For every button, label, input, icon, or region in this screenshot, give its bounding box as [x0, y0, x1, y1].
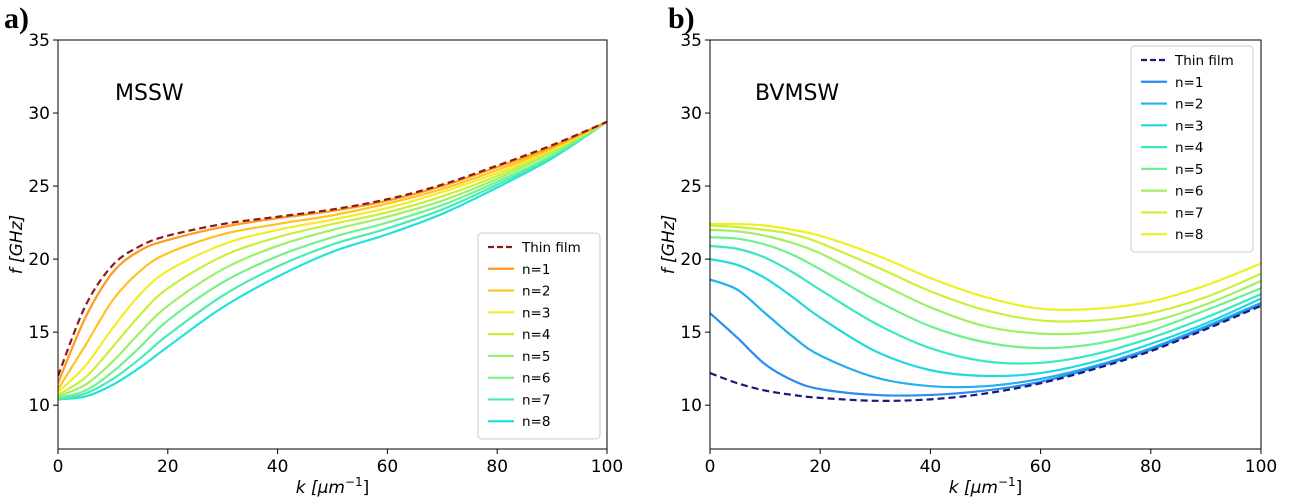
x-axis-label: k [μm−1] [949, 475, 1023, 498]
legend-entry-label: n=5 [522, 349, 550, 365]
series-line-n7 [710, 224, 1261, 323]
legend-box [477, 232, 601, 440]
series-line-n1 [710, 303, 1261, 397]
legend-entry-label: n=1 [522, 262, 550, 278]
series-line-n3 [710, 258, 1261, 378]
series-line-n6 [710, 228, 1261, 336]
panel-label: b) [668, 2, 695, 35]
series-line-n5 [58, 120, 607, 398]
series-line-n5 [710, 236, 1261, 350]
y-tick-label: 10 [28, 396, 50, 416]
series-line-n2 [710, 278, 1261, 389]
legend-entry-label: n=6 [1175, 184, 1203, 200]
x-axis-unit: [μm [311, 478, 345, 498]
legend-entry-label: n=1 [1175, 75, 1203, 91]
series-line-n1 [58, 120, 607, 384]
y-tick-label: 20 [680, 250, 702, 270]
legend-entry-label: n=6 [522, 371, 550, 387]
x-axis-label: k [μm−1] [296, 475, 370, 498]
x-axis-exponent: −1 [345, 475, 363, 489]
y-tick-label: 25 [28, 177, 50, 197]
x-axis-bracket: ] [363, 478, 370, 498]
legend: Thin film n=1 n=2 n=3 n=4 n=5 n=6 n=7 n=8 [1130, 45, 1254, 253]
mode-annotation: MSSW [115, 81, 184, 106]
legend-entry-label: n=4 [1175, 140, 1203, 156]
series-line-n8 [58, 120, 607, 401]
y-axis-label: f [GHz] [659, 215, 679, 275]
legend-entry-label: n=4 [522, 327, 550, 343]
chart-panel-1: a) 0 20 40 60 80 100 10 15 20 25 30 35 k [μm−1] f [GHz… [4, 2, 623, 498]
legend-entry-label: n=8 [522, 414, 550, 430]
series-group [710, 222, 1261, 402]
y-axis-unit: [GHz] [659, 215, 679, 263]
x-tick-label: 20 [157, 457, 179, 477]
y-tick-label: 35 [680, 31, 702, 51]
legend: Thin film n=1 n=2 n=3 n=4 n=5 n=6 n=7 n=8 [477, 232, 601, 440]
chart-panel-2: b) 0 20 40 60 80 100 10 15 20 25 30 35 k [μm−1] f [GHz… [659, 2, 1277, 498]
x-tick-label: 80 [1140, 457, 1162, 477]
y-axis-unit: [GHz] [7, 215, 27, 263]
legend-entry-label: n=7 [522, 392, 550, 408]
axes-frame [57, 39, 608, 450]
series-line-thin-film [58, 120, 607, 377]
series-line-n2 [58, 120, 607, 390]
x-tick-label: 100 [1245, 457, 1277, 477]
x-tick-label: 60 [377, 457, 399, 477]
x-tick-label: 0 [705, 457, 716, 477]
legend-box [1130, 45, 1254, 253]
y-tick-label: 20 [28, 250, 50, 270]
series-line-n8 [710, 222, 1261, 312]
legend-entry-label: n=5 [1175, 162, 1203, 178]
x-tick-label: 60 [1030, 457, 1052, 477]
x-axis-exponent: −1 [998, 475, 1016, 489]
y-tick-label: 15 [680, 323, 702, 343]
y-tick-label: 15 [28, 323, 50, 343]
y-axis-label: f [GHz] [7, 215, 27, 275]
mode-annotation: BVMSW [755, 81, 839, 106]
series-line-n3 [58, 120, 607, 393]
series-line-n4 [58, 120, 607, 396]
x-tick-label: 80 [486, 457, 508, 477]
x-axis-symbol: k [949, 478, 964, 498]
legend-entry-label: Thin film [521, 240, 581, 256]
y-tick-label: 30 [28, 104, 50, 124]
series-line-n7 [58, 120, 607, 401]
x-axis-symbol: k [296, 478, 311, 498]
series-line-n6 [58, 120, 607, 399]
series-group [58, 120, 607, 401]
legend-entry-label: n=3 [1175, 118, 1203, 134]
panel-label: a) [4, 2, 29, 35]
y-tick-label: 10 [680, 396, 702, 416]
legend-entry-label: n=8 [1175, 227, 1203, 243]
legend-entry-label: n=3 [522, 305, 550, 321]
y-tick-label: 30 [680, 104, 702, 124]
legend-entry-label: Thin film [1174, 53, 1234, 69]
series-line-n4 [710, 244, 1261, 365]
x-tick-label: 20 [809, 457, 831, 477]
y-axis-symbol: f [659, 263, 679, 274]
x-tick-label: 0 [53, 457, 64, 477]
y-tick-label: 35 [28, 31, 50, 51]
x-axis-bracket: ] [1016, 478, 1023, 498]
x-tick-label: 40 [920, 457, 942, 477]
y-axis-symbol: f [7, 263, 27, 274]
x-axis-unit: [μm [964, 478, 998, 498]
legend-entry-label: n=2 [1175, 97, 1203, 113]
y-tick-label: 25 [680, 177, 702, 197]
x-tick-label: 100 [591, 457, 623, 477]
legend-entry-label: n=2 [522, 284, 550, 300]
legend-entry-label: n=7 [1175, 205, 1203, 221]
axes-frame [709, 39, 1262, 450]
x-tick-label: 40 [267, 457, 289, 477]
series-line-thin-film [710, 304, 1261, 402]
